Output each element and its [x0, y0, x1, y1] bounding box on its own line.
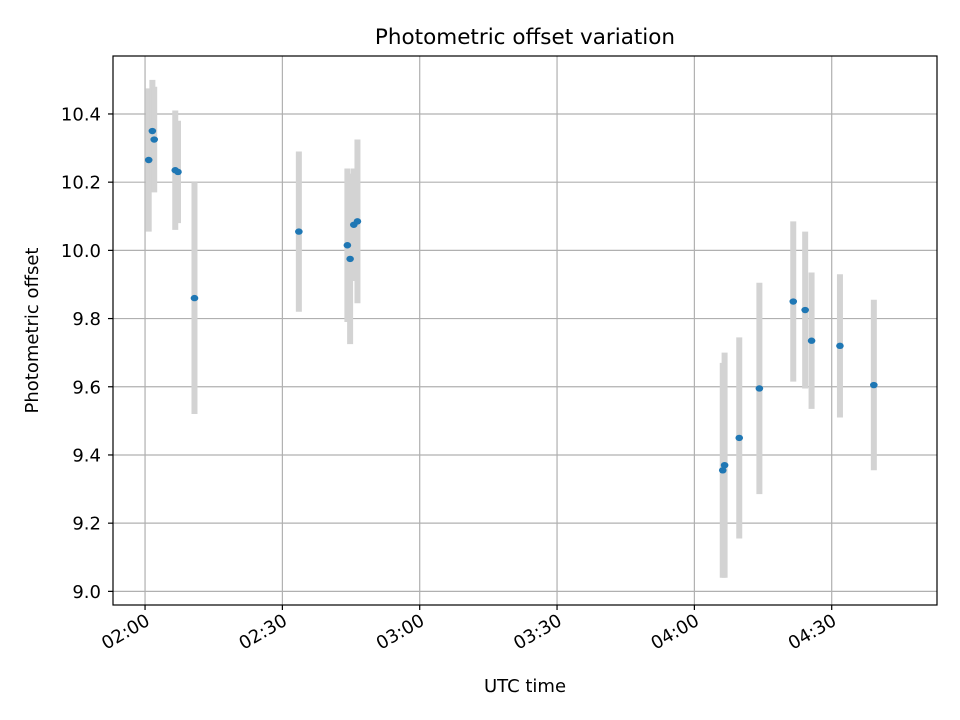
y-axis-label: Photometric offset — [22, 248, 43, 414]
y-tick-label: 9.6 — [72, 377, 101, 398]
data-point — [735, 434, 744, 442]
data-point — [353, 218, 362, 225]
chart-title: Photometric offset variation — [375, 25, 675, 50]
data-point — [870, 381, 878, 389]
grid — [113, 56, 937, 605]
data-point — [718, 467, 727, 474]
data-point — [295, 228, 303, 235]
x-axis-label: UTC time — [484, 676, 566, 697]
data-points — [144, 127, 878, 474]
y-tick-label: 9.0 — [72, 582, 101, 603]
data-point — [720, 461, 729, 469]
data-point — [836, 342, 844, 350]
data-point — [190, 294, 199, 302]
y-tick-label: 10.2 — [61, 173, 101, 194]
data-point — [346, 255, 354, 263]
data-point — [144, 156, 153, 164]
data-point — [148, 127, 157, 135]
data-point — [150, 136, 158, 143]
data-point — [343, 242, 352, 249]
y-tick-label: 9.2 — [72, 514, 101, 535]
data-point — [789, 298, 798, 305]
y-tick-label: 10.4 — [61, 104, 101, 125]
y-tick-label: 9.4 — [72, 445, 101, 466]
y-tick-label: 10.0 — [61, 241, 101, 262]
data-point — [801, 306, 809, 314]
data-point — [807, 337, 816, 344]
plot-frame — [112, 55, 938, 606]
y-tick-label: 9.8 — [72, 309, 101, 330]
data-point — [174, 168, 182, 176]
data-point — [755, 385, 764, 392]
